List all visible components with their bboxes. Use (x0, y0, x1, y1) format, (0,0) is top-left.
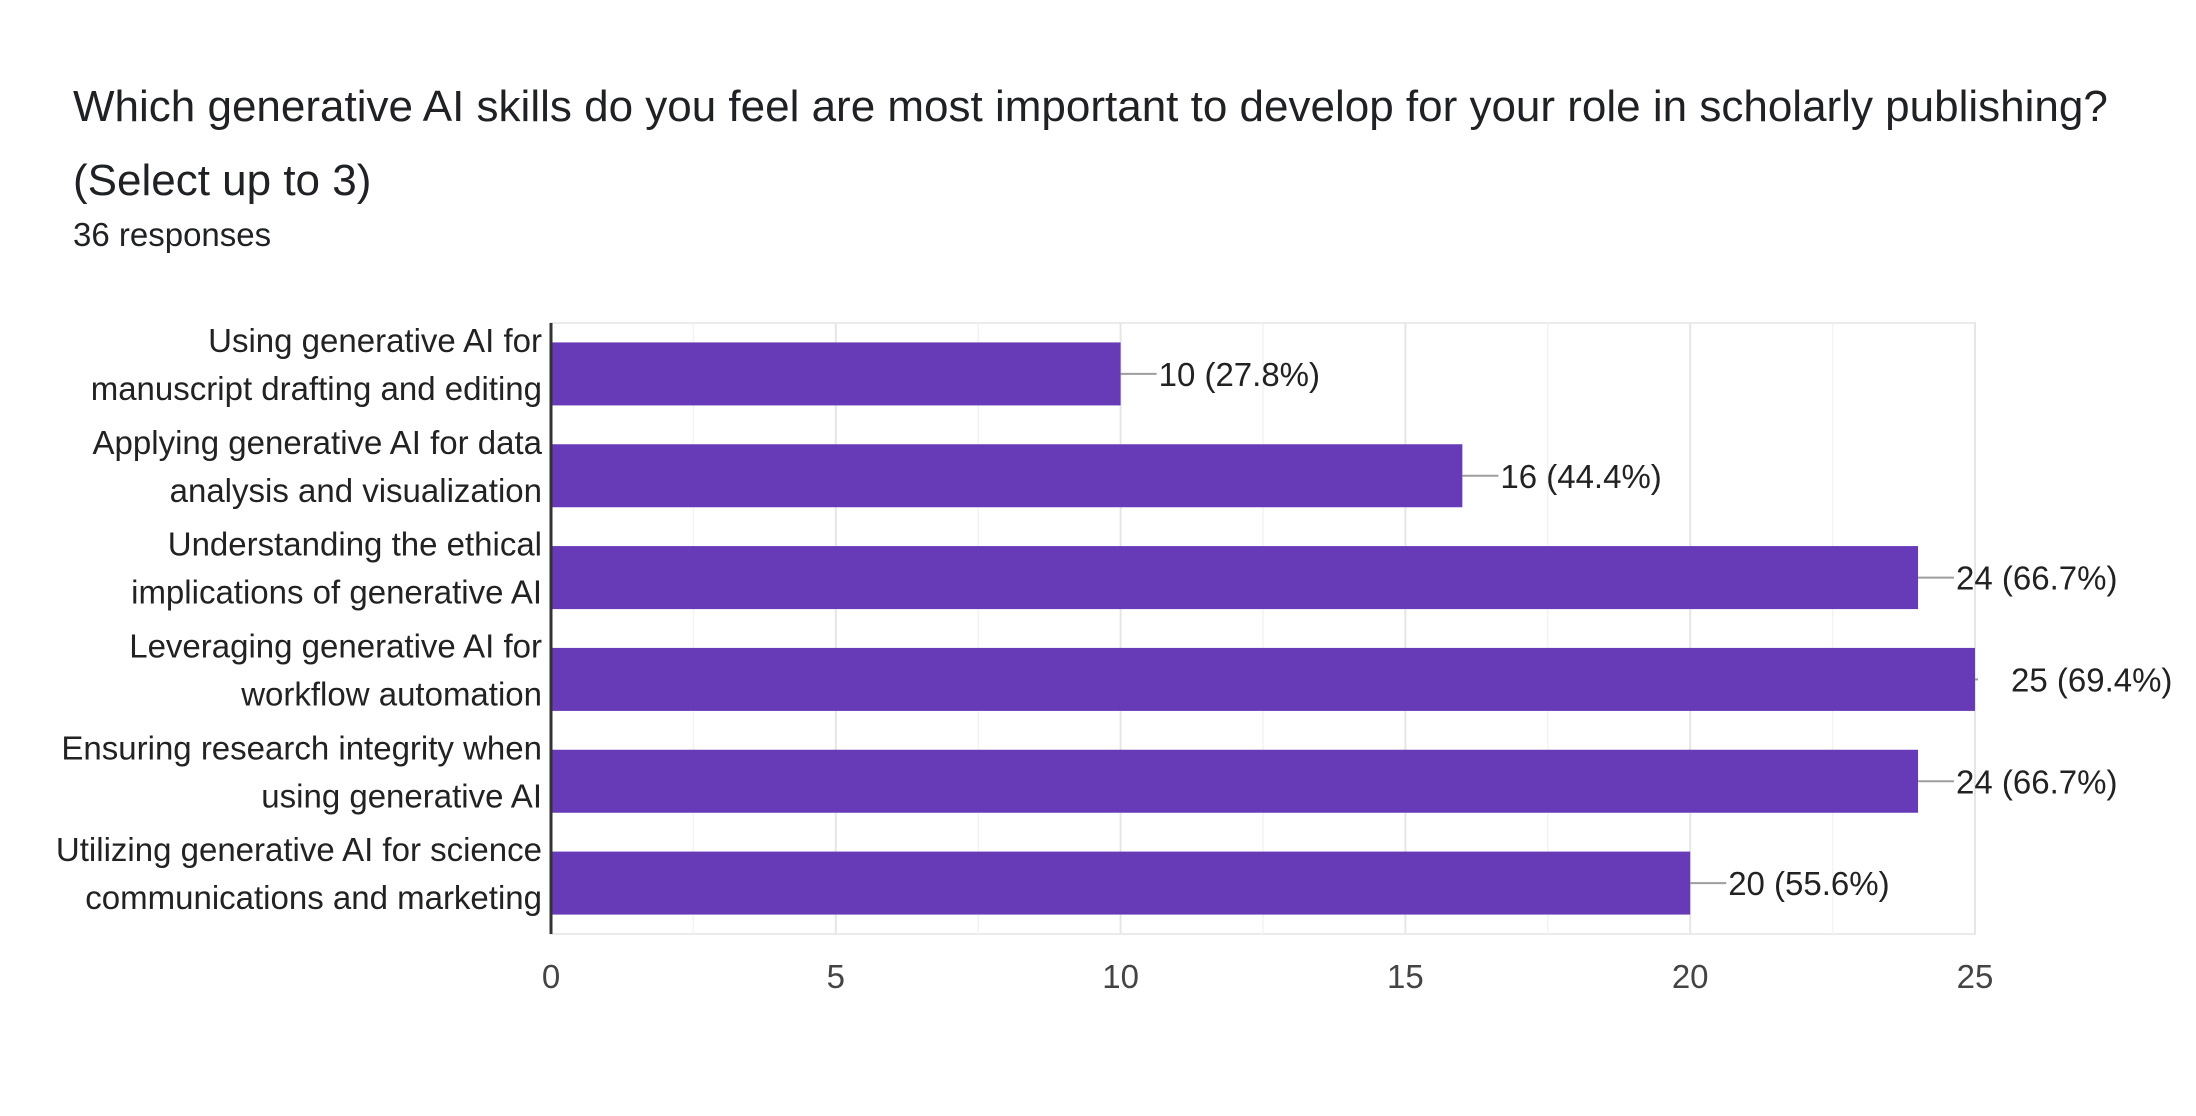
bar-6 (551, 851, 1691, 915)
x-tick-label-3: 10 (1102, 958, 1139, 995)
x-tick-label-5: 20 (1672, 958, 1709, 995)
data-label-5: 24 (66.7%) (1956, 763, 2117, 800)
category-label-4: Leveraging generative AI for workflow aut… (129, 627, 542, 712)
response-count: 36 responses (73, 216, 272, 253)
data-label-4: 25 (69.4%) (2011, 661, 2172, 698)
category-label-1: Using generative AI for manuscript drafti… (91, 322, 542, 407)
x-tick-label-6: 25 (1957, 958, 1994, 995)
x-tick-labels: 0 5 10 15 20 25 (542, 958, 1994, 995)
chart-title: Which generative AI skills do you feel a… (73, 82, 2108, 205)
category-label-3: Understanding the ethical implications of… (131, 526, 542, 611)
bar-5 (551, 749, 1919, 813)
x-tick-label-2: 5 (827, 958, 845, 995)
bar-1 (551, 342, 1121, 406)
data-label-6: 20 (55.6%) (1728, 865, 1889, 902)
label-leaders (1120, 372, 1978, 885)
data-labels: 10 (27.8%) 16 (44.4%) 24 (66.7%) 25 (69.4%)… (1159, 356, 2173, 902)
bars (551, 342, 1975, 915)
data-label-3: 24 (66.7%) (1956, 560, 2117, 597)
category-label-2: Applying generative AI for data analysis … (93, 424, 543, 509)
grid-lines (550, 322, 1976, 935)
bar-4 (551, 647, 1975, 711)
data-label-2: 16 (44.4%) (1500, 458, 1661, 495)
bar-2 (551, 444, 1463, 508)
category-label-6: Utilizing generative AI for science commu… (56, 831, 542, 916)
category-labels: Using generative AI for manuscript drafti… (56, 322, 543, 916)
bar-3 (551, 546, 1919, 610)
category-label-5: Ensuring research integrity when using ge… (61, 729, 542, 814)
x-tick-label-1: 0 (542, 958, 560, 995)
x-tick-label-4: 15 (1387, 958, 1424, 995)
data-label-1: 10 (27.8%) (1159, 356, 1320, 393)
